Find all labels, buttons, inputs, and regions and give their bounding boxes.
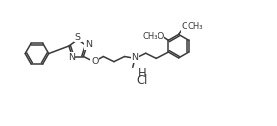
Text: S: S [75, 33, 81, 42]
Text: CH₃: CH₃ [142, 32, 158, 41]
Text: H: H [138, 67, 147, 80]
Text: N: N [68, 53, 75, 62]
Text: N: N [85, 40, 92, 49]
Text: O: O [91, 57, 99, 66]
Text: O: O [156, 32, 164, 41]
Text: N: N [132, 53, 138, 62]
Text: Cl: Cl [137, 74, 148, 87]
Text: O: O [182, 22, 189, 31]
Text: CH₃: CH₃ [187, 22, 203, 31]
